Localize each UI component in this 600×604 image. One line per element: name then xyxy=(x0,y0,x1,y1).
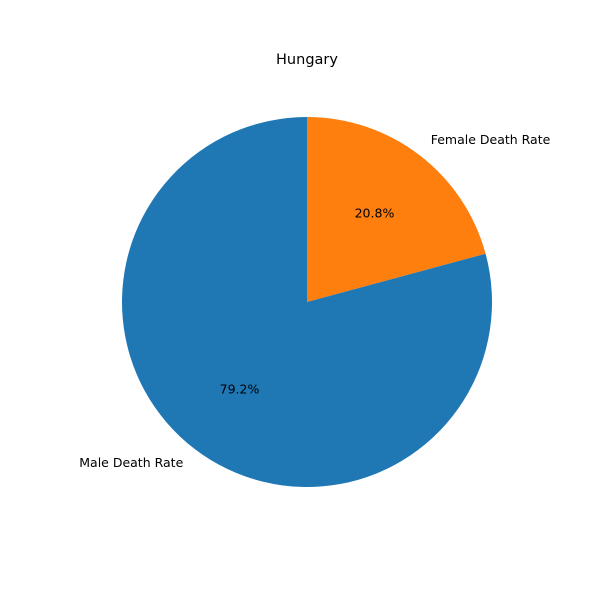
pie-slice-male-death-rate xyxy=(122,117,493,488)
pct-label-0: 20.8% xyxy=(355,205,395,220)
slice-label-0: Female Death Rate xyxy=(431,132,551,147)
pie-slice-female-death-rate xyxy=(307,117,486,302)
slice-label-1: Male Death Rate xyxy=(79,455,183,470)
chart-title: Hungary xyxy=(276,52,338,68)
pct-label-1: 79.2% xyxy=(220,382,260,397)
labels-group: 20.8% Female Death Rate 79.2% Male Death Ra… xyxy=(79,132,550,470)
slices-group xyxy=(122,117,493,488)
